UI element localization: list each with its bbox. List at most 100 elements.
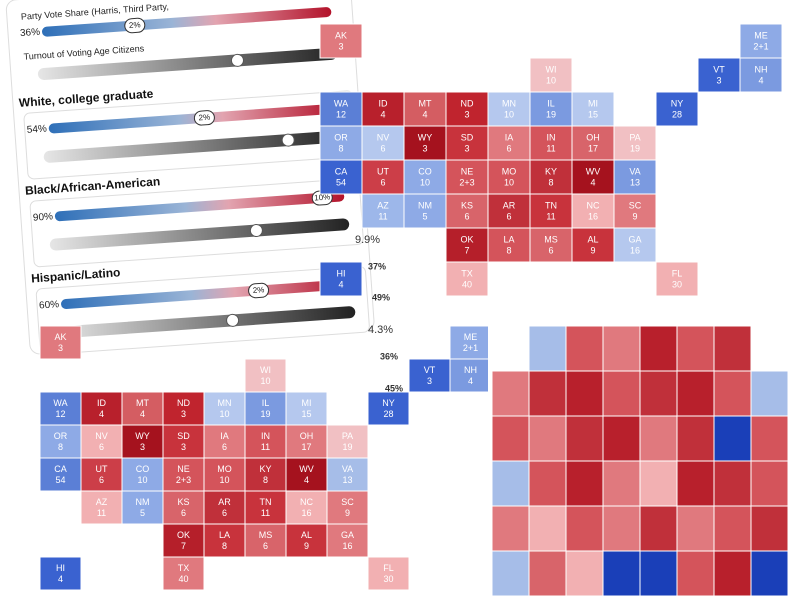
state — [529, 57, 573, 93]
state — [487, 91, 531, 127]
county — [639, 550, 678, 597]
state-votes: 6 — [548, 245, 553, 255]
county — [676, 505, 715, 552]
state-abbr: MS — [259, 530, 273, 540]
state-votes: 16 — [301, 508, 311, 518]
county — [602, 325, 641, 372]
state-votes: 11 — [261, 508, 270, 518]
state-abbr: AR — [503, 200, 516, 210]
county — [676, 415, 715, 462]
state — [445, 125, 489, 161]
share-bar[interactable] — [48, 103, 339, 134]
state-votes: 6 — [222, 442, 227, 452]
state-votes: 8 — [548, 177, 553, 187]
state-abbr: MO — [502, 166, 517, 176]
state — [244, 457, 287, 492]
state — [326, 523, 369, 558]
state-abbr: MN — [218, 398, 232, 408]
state — [408, 358, 451, 393]
share-bubble — [124, 17, 146, 34]
state-abbr: UT — [377, 166, 389, 176]
state-abbr: ND — [461, 98, 474, 108]
share-bar[interactable] — [54, 191, 345, 222]
turnout-bar[interactable] — [56, 306, 356, 339]
state-abbr: NE — [461, 166, 474, 176]
turnout-knob[interactable] — [281, 133, 295, 147]
floating-values: 9.9% 37% 49% 4.3% 36% 45% — [355, 234, 403, 393]
share-bubble — [248, 282, 270, 299]
state-abbr: NY — [671, 98, 684, 108]
turnout-bar[interactable] — [37, 47, 338, 80]
turnout-knob[interactable] — [230, 53, 244, 67]
state — [319, 261, 363, 297]
county — [639, 325, 678, 372]
state — [121, 490, 164, 525]
state-votes: 11 — [546, 143, 555, 153]
state — [80, 490, 123, 525]
county — [639, 460, 678, 507]
state-votes: 7 — [464, 245, 469, 255]
state-votes: 4 — [380, 109, 385, 119]
state-votes: 9 — [590, 245, 595, 255]
state-votes: 3 — [140, 442, 145, 452]
state-votes: 3 — [422, 143, 427, 153]
turnout-knob[interactable] — [226, 313, 240, 327]
county — [528, 505, 567, 552]
state-abbr: NE — [177, 464, 190, 474]
share-bar[interactable] — [42, 7, 332, 37]
state-abbr: SC — [629, 200, 642, 210]
state-abbr: GA — [628, 234, 641, 244]
state-abbr: PA — [629, 132, 640, 142]
state — [403, 193, 447, 229]
state-votes: 5 — [140, 508, 145, 518]
state — [367, 391, 410, 426]
county — [491, 460, 530, 507]
state — [244, 490, 287, 525]
state-abbr: NC — [300, 497, 313, 507]
state-abbr: AZ — [377, 200, 389, 210]
county — [639, 505, 678, 552]
floating-value: 36% — [380, 351, 398, 361]
state-abbr: MI — [588, 98, 598, 108]
turnout-bar[interactable] — [49, 218, 350, 251]
turnout-bar[interactable] — [43, 130, 344, 163]
state — [39, 391, 82, 426]
state-votes: 6 — [99, 442, 104, 452]
state — [449, 358, 492, 393]
state-abbr: NY — [382, 398, 395, 408]
state-abbr: IL — [547, 98, 555, 108]
state-abbr: TX — [461, 268, 473, 278]
turnout-knob[interactable] — [249, 224, 263, 238]
state-abbr: CO — [418, 166, 432, 176]
state-votes: 6 — [181, 508, 186, 518]
state-abbr: WY — [135, 431, 150, 441]
state-abbr: AL — [301, 530, 312, 540]
state-votes: 54 — [336, 177, 346, 187]
state-abbr: VT — [713, 64, 725, 74]
county — [602, 505, 641, 552]
share-center-label: 2% — [252, 285, 264, 295]
state-votes: 10 — [420, 177, 430, 187]
county — [713, 505, 752, 552]
state-votes: 3 — [716, 75, 721, 85]
state-votes: 10 — [504, 109, 514, 119]
state-votes: 2+1 — [463, 343, 478, 353]
state-votes: 12 — [336, 109, 346, 119]
share-bar[interactable] — [61, 279, 351, 309]
county — [676, 325, 715, 372]
county — [491, 550, 530, 597]
county — [750, 415, 789, 462]
state-votes: 8 — [58, 442, 63, 452]
state-votes: 3 — [464, 143, 469, 153]
county — [713, 415, 752, 462]
share-left-label: 60% — [39, 299, 60, 311]
state-votes: 19 — [630, 143, 640, 153]
state-abbr: IA — [505, 132, 514, 142]
state-abbr: OK — [460, 234, 473, 244]
county — [750, 325, 789, 372]
state-votes: 4 — [468, 376, 473, 386]
state — [403, 125, 447, 161]
state-votes: 4 — [58, 574, 63, 584]
state — [244, 391, 287, 426]
